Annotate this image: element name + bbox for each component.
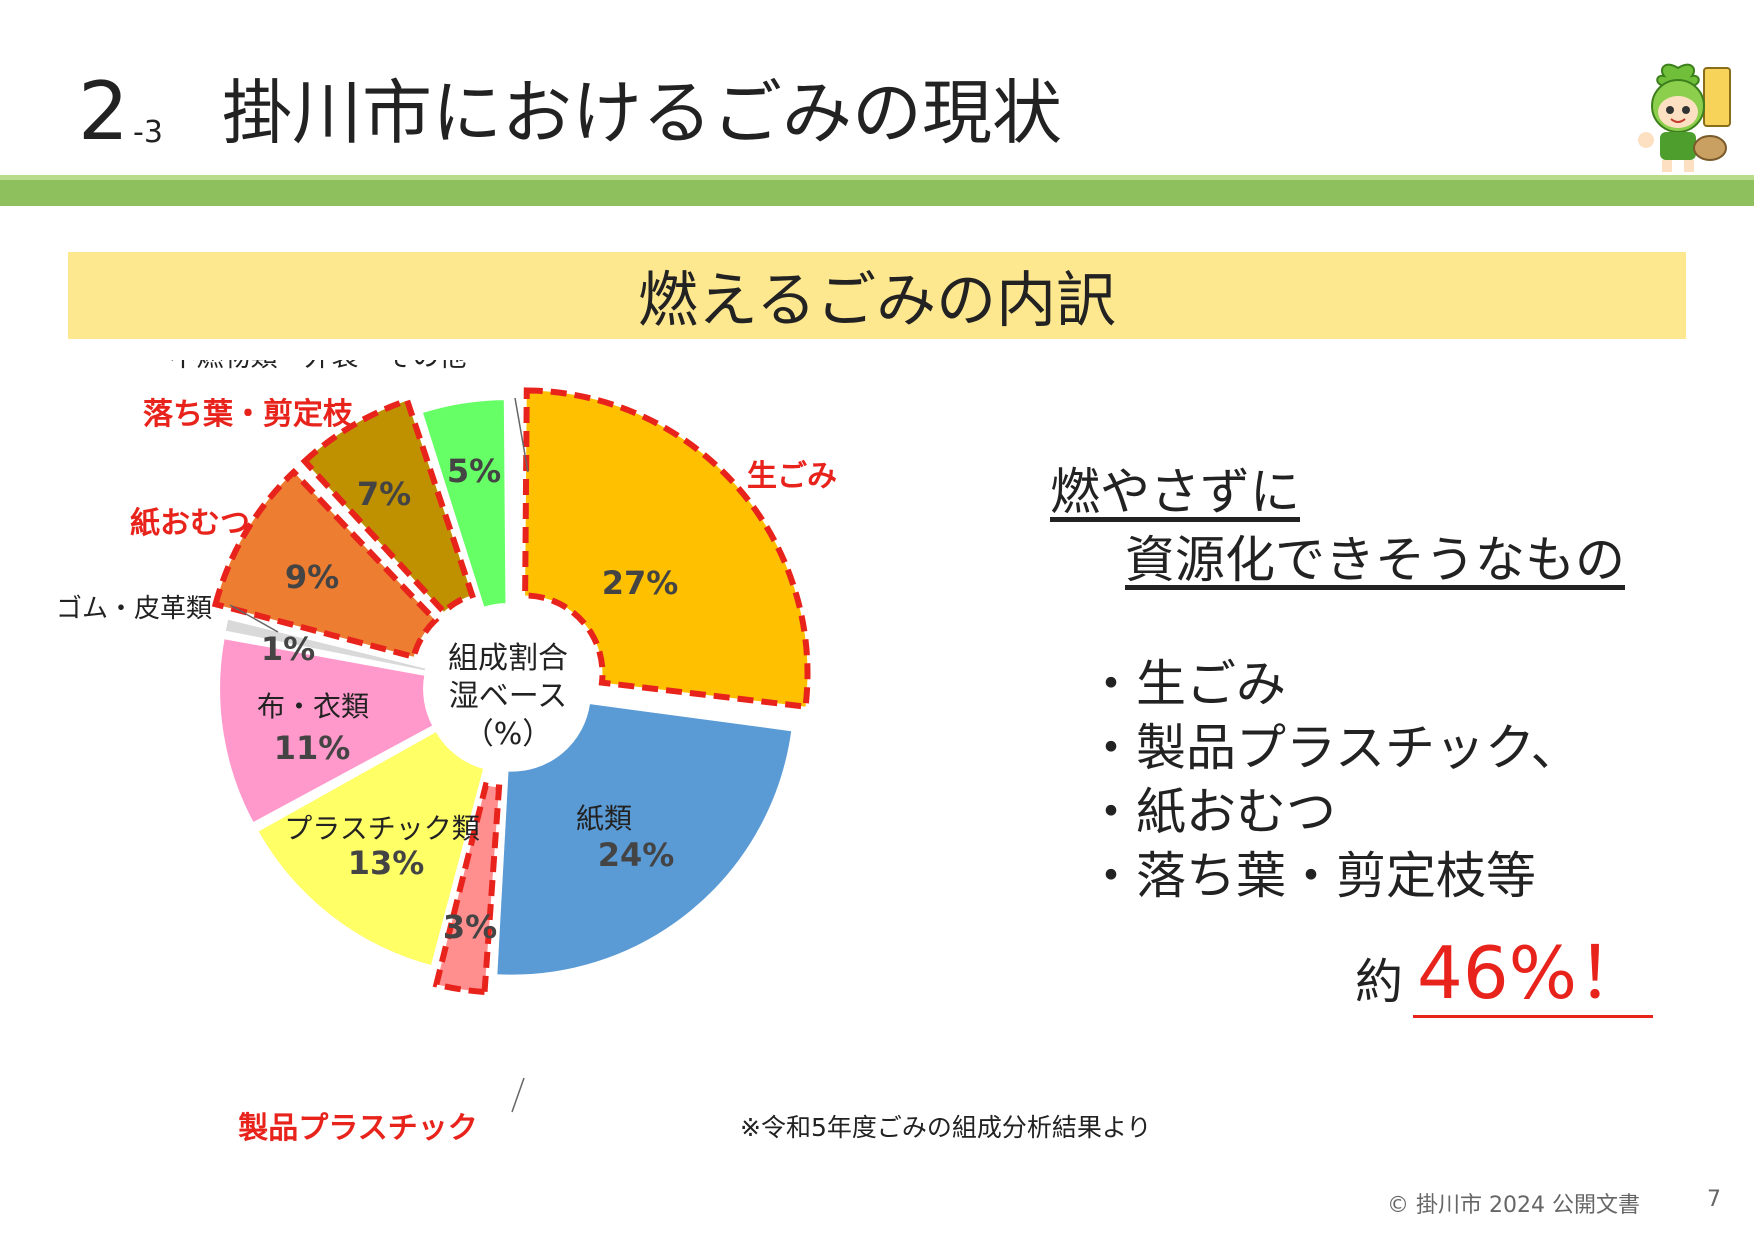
chart-banner: 燃えるごみの内訳: [68, 252, 1686, 339]
pie-slice: [432, 781, 503, 996]
slice-name-label: 製品プラスチック: [238, 1111, 477, 1146]
header-divider-highlight: [0, 175, 1754, 180]
pie-slice: [223, 617, 428, 673]
leader-line: [514, 397, 529, 473]
slice-name-label: 不燃物類・外袋・その他: [170, 360, 467, 373]
slice-name-label: 布・衣類: [257, 690, 369, 723]
pie-slice: [256, 729, 486, 968]
source-note: ※令和5年度ごみの組成分析結果より: [740, 1113, 1152, 1142]
pie-slice: [522, 387, 811, 711]
slice-value-label: 9%: [285, 558, 339, 596]
slice-value-label: 11%: [274, 729, 351, 767]
recyclable-list: ・生ごみ ・製品プラスチック、 ・紙おむつ ・落ち葉・剪定枝等: [1086, 652, 1581, 908]
center-label: 組成割合: [448, 641, 568, 676]
pie-slice: [211, 467, 440, 661]
slice-name-label: ゴム・皮革類: [56, 594, 212, 624]
slice-name-label: 落ち葉・剪定枝: [143, 397, 354, 432]
list-item: ・生ごみ: [1086, 655, 1286, 713]
pie-slice: [420, 398, 508, 609]
summary-heading-line1: 燃やさずに: [1050, 463, 1300, 521]
leader-line: [229, 604, 279, 633]
summary-total: 約 46%！: [1355, 914, 1654, 1019]
list-item: ・落ち葉・剪定枝等: [1086, 847, 1536, 905]
slice-value-label: 7%: [357, 475, 411, 513]
center-label: 湿ベース: [449, 679, 568, 714]
pie-slice: [300, 396, 476, 617]
slice-value-label: 24%: [598, 836, 675, 874]
slice-name-label: プラスチック類: [284, 812, 479, 845]
pie-slice: [218, 636, 435, 825]
header-divider: [0, 175, 1754, 206]
leader-line: [511, 1077, 525, 1113]
slice-name-label: 紙類: [576, 802, 632, 835]
mascot-icon: [1638, 63, 1731, 172]
section-subnumber: -3: [133, 115, 163, 150]
summary-value: 46%！: [1413, 931, 1654, 1018]
summary-prefix: 約: [1355, 954, 1404, 1010]
list-item: ・紙おむつ: [1086, 783, 1336, 841]
slice-value-label: 5%: [447, 452, 501, 490]
slice-value-label: 1%: [261, 630, 315, 668]
summary-heading-line2: 資源化できそうなもの: [1125, 531, 1625, 589]
center-label: （%）: [464, 717, 553, 752]
page-number: 7: [1707, 1187, 1721, 1212]
slice-name-label: 紙おむつ: [130, 506, 250, 541]
pie-center: [430, 610, 586, 766]
slice-name-label: 生ごみ: [747, 459, 837, 494]
section-number: 2: [78, 65, 129, 158]
slice-value-label: 13%: [348, 844, 425, 882]
list-item: ・製品プラスチック、: [1086, 719, 1581, 777]
slice-value-label: 3%: [443, 908, 497, 946]
footer-copyright: © 掛川市 2024 公開文書: [1387, 1193, 1640, 1218]
pie-slice: [495, 701, 794, 977]
page-title: 掛川市におけるごみの現状: [222, 72, 1062, 154]
banner-title: 燃えるごみの内訳: [637, 266, 1117, 336]
slice-value-label: 27%: [602, 564, 679, 602]
